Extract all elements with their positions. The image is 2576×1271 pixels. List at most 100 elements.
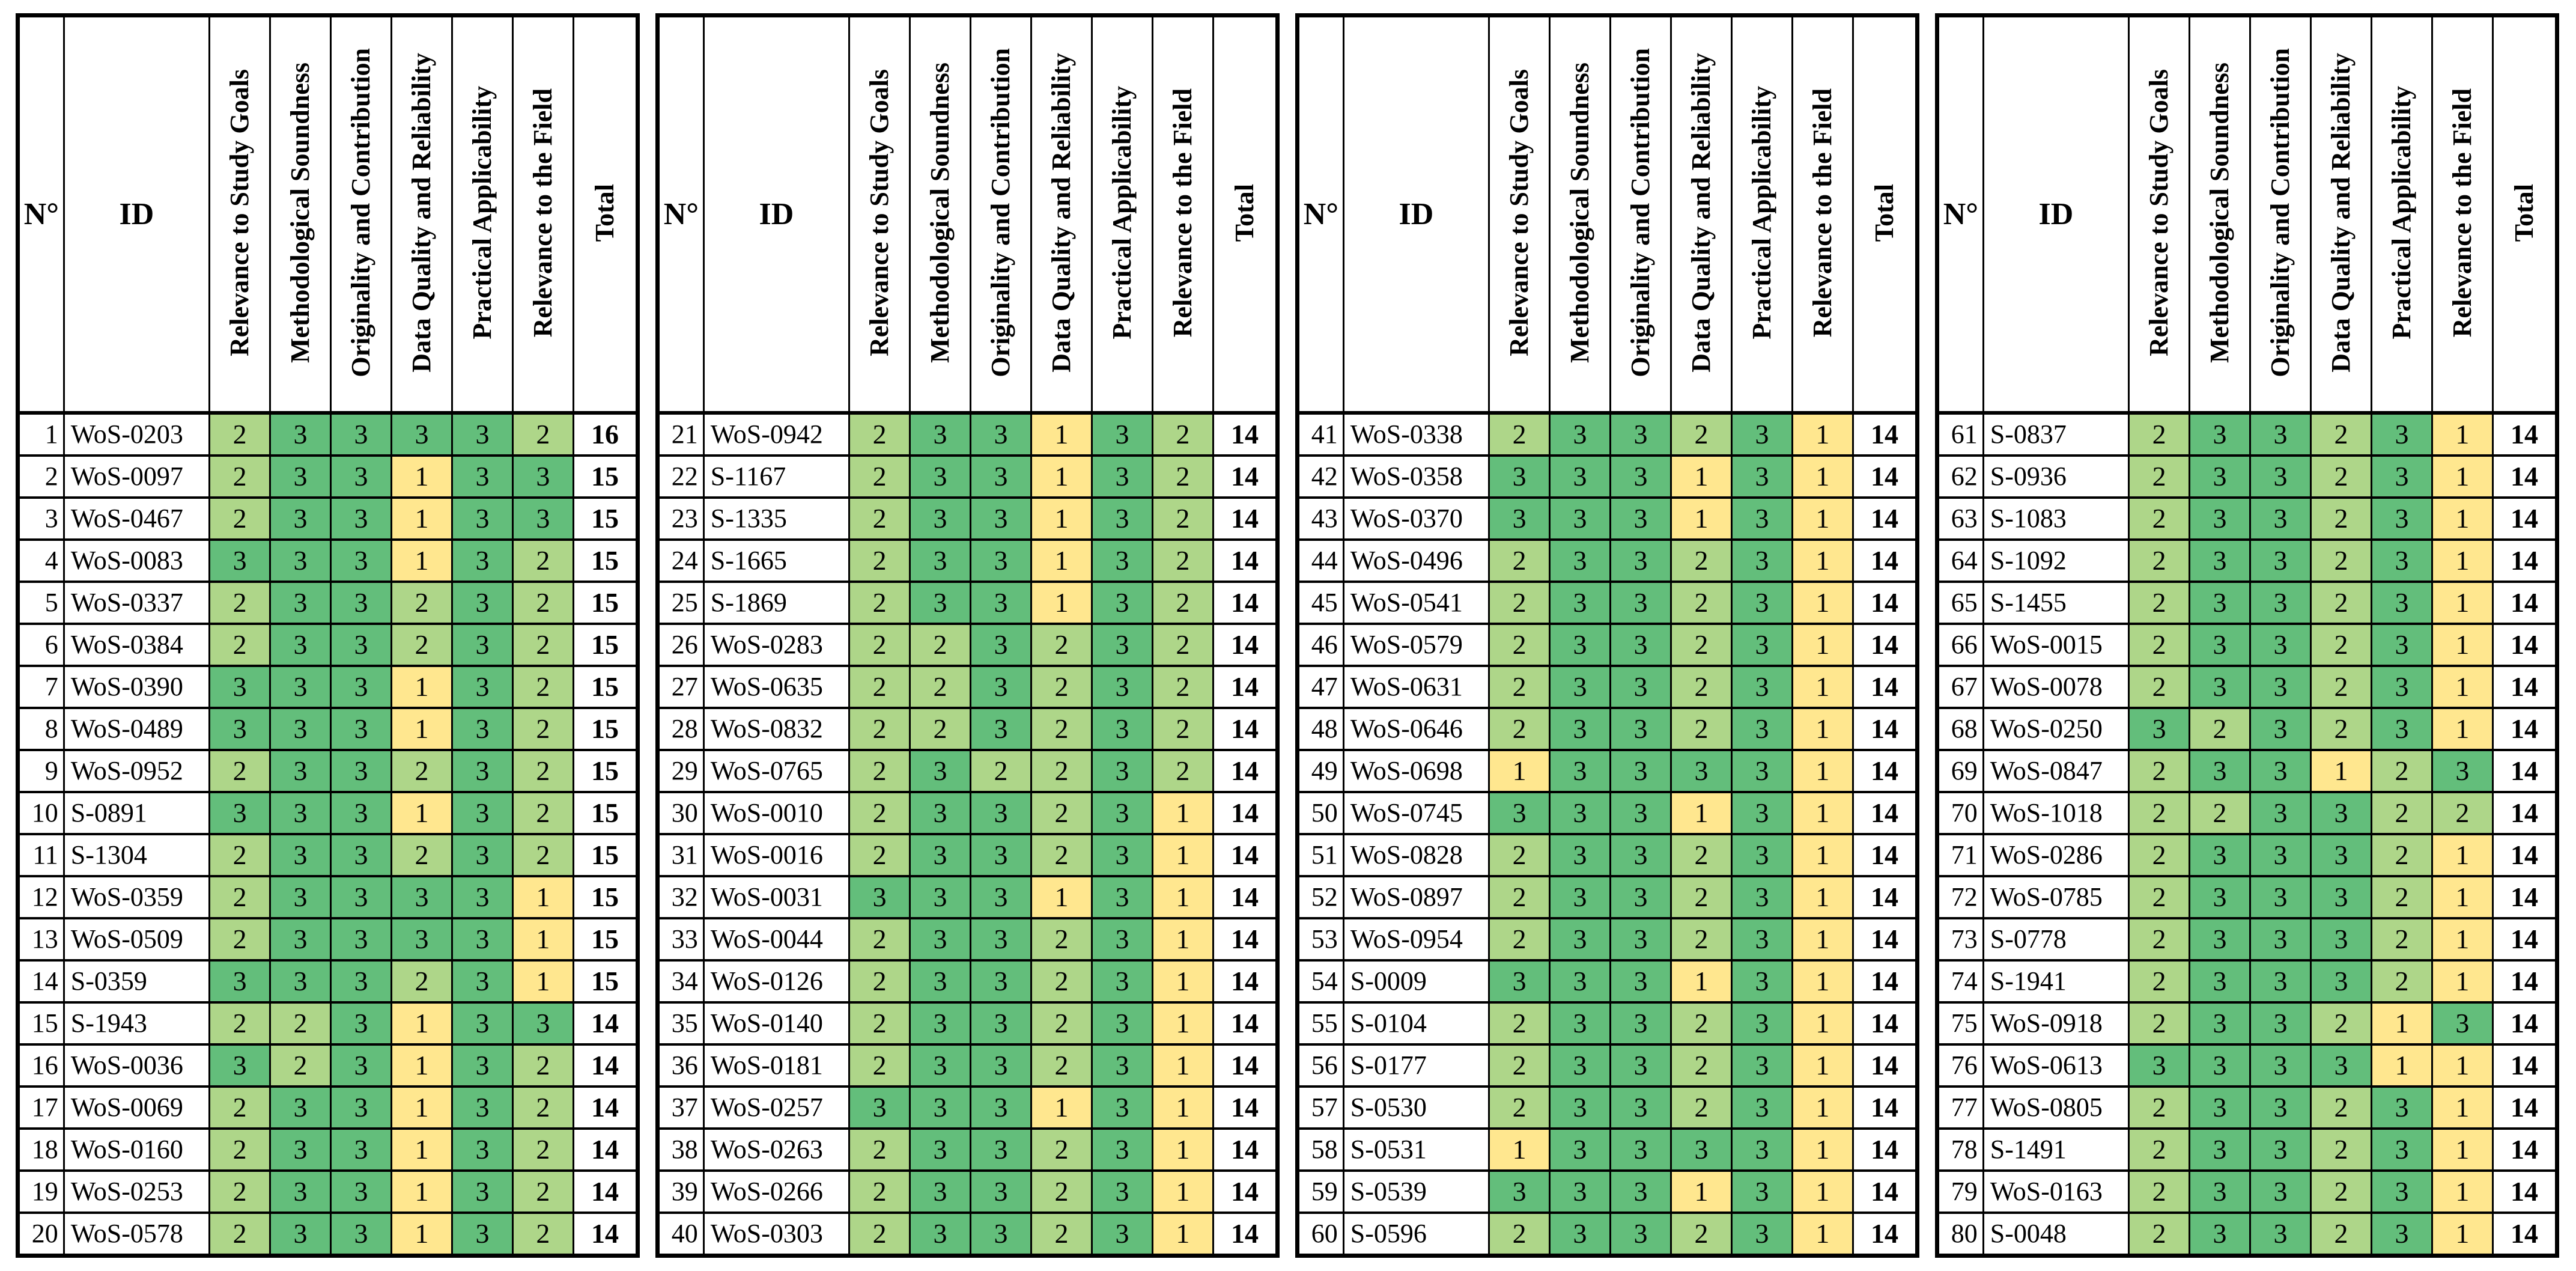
score-cell-data-quality-reliability: 2 [1030,1127,1093,1172]
total-score-cell: 14 [1212,1085,1279,1130]
row-number-cell: 60 [1296,1212,1344,1257]
total-score-cell: 14 [1852,1001,1919,1046]
score-cell-methodological-soundness: 3 [269,1127,332,1172]
score-cell-relevance-field: 2 [1151,665,1214,709]
table-row: 55 S-0104 2 3 3 2 3 1 14 [1296,1001,1919,1046]
table-row: 2 WoS-0097 2 3 3 1 3 3 15 [17,454,639,499]
score-cell-originality-contribution: 3 [1609,538,1672,583]
score-cell-relevance-study-goals: 3 [208,707,272,751]
score-cell-methodological-soundness: 3 [269,581,332,625]
column-header-label: Data Quality and Reliability [1046,53,1076,373]
score-cell-practical-applicability: 3 [1730,749,1793,793]
score-cell-methodological-soundness: 3 [2189,538,2252,583]
row-number-cell: 79 [1936,1169,1984,1214]
column-header-relevance-field: Relevance to the Field [1791,14,1854,415]
column-header-data-quality-reliability: Data Quality and Reliability [1030,14,1093,415]
score-cell-originality-contribution: 3 [970,1043,1032,1088]
article-id-cell: WoS-0785 [1982,875,2130,919]
article-id-cell: S-0177 [1342,1043,1490,1088]
table-row: 53 WoS-0954 2 3 3 2 3 1 14 [1296,917,1919,962]
score-cell-practical-applicability: 3 [1730,454,1793,499]
total-score-cell: 14 [2491,1043,2559,1088]
table-row: 68 WoS-0250 3 2 3 2 3 1 14 [1936,707,2559,751]
score-cell-data-quality-reliability: 2 [1030,1169,1093,1214]
row-number-cell: 33 [657,917,705,962]
column-header-label: Total [589,183,619,242]
score-cell-practical-applicability: 3 [1090,875,1153,919]
score-cell-originality-contribution: 3 [1609,1085,1672,1130]
score-cell-relevance-field: 1 [2431,917,2494,962]
row-number-cell: 26 [657,623,705,667]
score-cell-originality-contribution: 3 [970,707,1032,751]
score-cell-practical-applicability: 3 [1090,833,1153,877]
table-row: 20 WoS-0578 2 3 3 1 3 2 14 [17,1212,639,1257]
score-cell-relevance-study-goals: 3 [1488,496,1551,541]
score-cell-relevance-study-goals: 2 [1488,875,1551,919]
score-cell-data-quality-reliability: 2 [2309,1127,2372,1172]
article-id-cell: S-1092 [1982,538,2130,583]
score-cell-originality-contribution: 3 [970,1169,1032,1214]
score-cell-originality-contribution: 3 [970,496,1032,541]
score-cell-data-quality-reliability: 1 [390,791,453,835]
row-number-cell: 63 [1936,496,1984,541]
table-row: 63 S-1083 2 3 3 2 3 1 14 [1936,496,2559,541]
row-number-cell: 54 [1296,959,1344,1004]
row-number-cell: 43 [1296,496,1344,541]
total-score-cell: 15 [572,791,639,835]
score-cell-relevance-study-goals: 2 [848,1169,911,1214]
row-number-cell: 23 [657,496,705,541]
score-cell-data-quality-reliability: 2 [390,833,453,877]
score-cell-relevance-field: 1 [2431,454,2494,499]
row-number-cell: 5 [17,581,65,625]
table-row: 18 WoS-0160 2 3 3 1 3 2 14 [17,1127,639,1172]
score-cell-practical-applicability: 3 [2370,1169,2433,1214]
total-score-cell: 14 [1212,581,1279,625]
article-id-cell: S-1491 [1982,1127,2130,1172]
score-cell-originality-contribution: 3 [330,749,392,793]
row-number-cell: 44 [1296,538,1344,583]
score-cell-practical-applicability: 3 [451,1169,514,1214]
score-cell-data-quality-reliability: 2 [1030,959,1093,1004]
score-cell-relevance-field: 2 [511,538,574,583]
article-id-cell: WoS-0698 [1342,749,1490,793]
article-id-cell: WoS-0847 [1982,749,2130,793]
table-row: 36 WoS-0181 2 3 3 2 3 1 14 [657,1043,1279,1088]
table-row: 24 S-1665 2 3 3 1 3 2 14 [657,538,1279,583]
score-cell-practical-applicability: 3 [451,623,514,667]
total-score-cell: 14 [1852,917,1919,962]
score-cell-originality-contribution: 3 [2249,1043,2312,1088]
row-number-cell: 41 [1296,412,1344,457]
score-cell-methodological-soundness: 3 [2189,581,2252,625]
total-score-cell: 14 [1212,412,1279,457]
row-number-cell: 40 [657,1212,705,1257]
score-cell-relevance-study-goals: 3 [848,875,911,919]
total-score-cell: 15 [572,623,639,667]
row-number-cell: 24 [657,538,705,583]
column-header-relevance-field: Relevance to the Field [511,14,574,415]
row-number-cell: 1 [17,412,65,457]
total-score-cell: 14 [2491,791,2559,835]
column-header-relevance-study-goals: Relevance to Study Goals [848,14,911,415]
table-row: 47 WoS-0631 2 3 3 2 3 1 14 [1296,665,1919,709]
article-id-cell: WoS-0266 [702,1169,851,1214]
table-row: 51 WoS-0828 2 3 3 2 3 1 14 [1296,833,1919,877]
score-cell-data-quality-reliability: 2 [2309,707,2372,751]
article-id-cell: WoS-0954 [1342,917,1490,962]
score-cell-relevance-field: 2 [511,623,574,667]
score-cell-relevance-study-goals: 2 [1488,1085,1551,1130]
score-cell-practical-applicability: 3 [451,581,514,625]
score-cell-methodological-soundness: 3 [1549,791,1612,835]
score-cell-methodological-soundness: 3 [1549,496,1612,541]
score-cell-originality-contribution: 3 [2249,707,2312,751]
score-cell-relevance-study-goals: 3 [208,538,272,583]
score-cell-practical-applicability: 3 [2370,538,2433,583]
score-cell-relevance-study-goals: 2 [2128,623,2191,667]
article-id-cell: WoS-0579 [1342,623,1490,667]
article-id-cell: S-0891 [62,791,211,835]
column-header-label: Originality and Contribution [986,48,1015,377]
score-cell-practical-applicability: 3 [1090,665,1153,709]
article-id-cell: WoS-0897 [1342,875,1490,919]
score-cell-data-quality-reliability: 2 [1030,1212,1093,1257]
score-cell-methodological-soundness: 3 [2189,496,2252,541]
score-cell-data-quality-reliability: 2 [1669,1001,1733,1046]
